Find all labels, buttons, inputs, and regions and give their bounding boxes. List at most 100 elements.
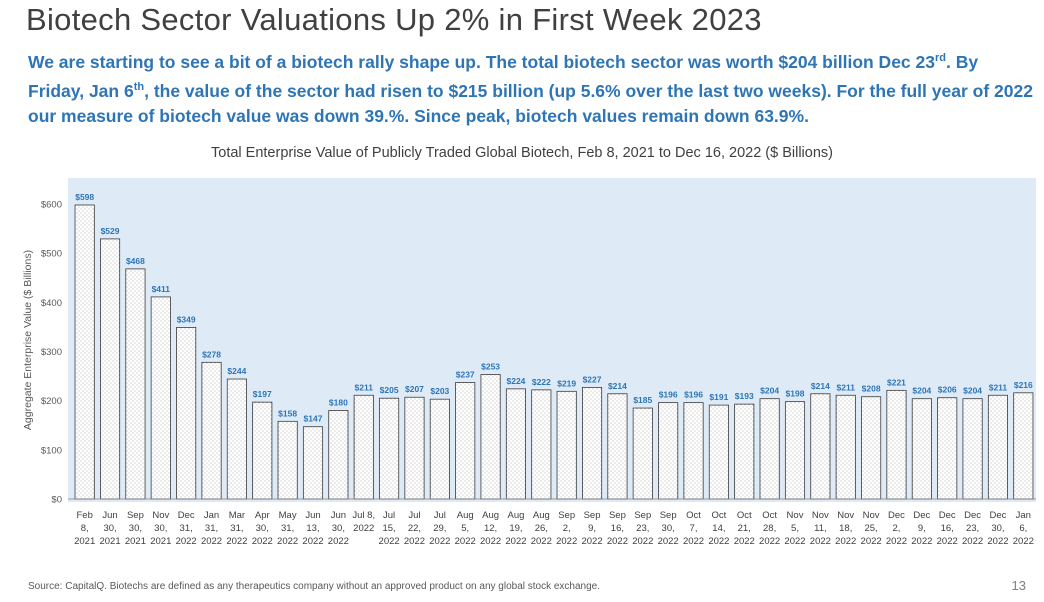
data-label: $224: [506, 376, 525, 386]
x-tick-label: Mar: [229, 510, 245, 521]
data-label: $211: [989, 382, 1008, 392]
bar: [74, 204, 95, 500]
bar: [911, 398, 932, 500]
x-tick-label: 30,: [662, 523, 675, 534]
subtitle-sup-2: th: [133, 80, 145, 93]
bar: [759, 398, 780, 500]
x-tick-label: Jul: [434, 510, 446, 521]
bar: [861, 396, 882, 500]
subtitle-text-1: We are starting to see a bit of a biotec…: [28, 51, 935, 72]
y-tick-label: $600: [41, 200, 62, 211]
x-tick-label: 2022: [937, 536, 958, 547]
data-label: $211: [355, 382, 374, 392]
x-tick-label: 2021: [125, 536, 146, 547]
x-tick-label: Nov: [837, 510, 854, 521]
bar: [582, 386, 603, 500]
bar: [531, 389, 552, 500]
data-label: $205: [380, 385, 399, 395]
x-tick-label: 2022: [404, 536, 425, 547]
x-tick-label: 2022: [911, 536, 932, 547]
x-tick-label: 2022: [252, 536, 273, 547]
bar: [125, 268, 146, 500]
x-tick-label: 2022: [226, 536, 247, 547]
bar: [607, 393, 628, 500]
x-tick-label: 2022: [201, 536, 222, 547]
data-label: $198: [786, 389, 805, 399]
data-label: $206: [938, 385, 957, 395]
x-tick-label: 12,: [484, 523, 497, 534]
x-tick-label: Dec: [178, 510, 195, 521]
data-label: $278: [202, 349, 221, 359]
x-tick-label: 6,: [1019, 523, 1027, 534]
x-tick-label: 2022: [1013, 536, 1034, 547]
x-tick-label: Nov: [787, 510, 804, 521]
data-label: $222: [532, 377, 551, 387]
x-tick-label: Oct: [737, 510, 752, 521]
data-label: $147: [304, 414, 323, 424]
x-tick-label: 8,: [81, 523, 89, 534]
data-label: $349: [177, 314, 196, 324]
bar: [150, 296, 171, 500]
bar: [658, 402, 679, 500]
x-tick-label: 31,: [180, 523, 193, 534]
x-tick-label: 31,: [281, 523, 294, 534]
data-label: $221: [887, 377, 906, 387]
x-tick-label: Jun: [305, 510, 320, 521]
x-tick-label: Jul: [408, 510, 420, 521]
x-tick-label: 2022: [861, 536, 882, 547]
chart-title: Total Enterprise Value of Publicly Trade…: [211, 145, 833, 161]
page-number: 13: [1011, 578, 1026, 593]
x-tick-label: Aug: [457, 510, 474, 521]
bar: [937, 397, 958, 500]
bar: [810, 393, 831, 500]
x-tick-label: 2,: [893, 523, 901, 534]
x-tick-label: Sep: [584, 510, 601, 521]
x-tick-label: Dec: [913, 510, 930, 521]
x-tick-label: 2022: [962, 536, 983, 547]
x-tick-label: Aug: [507, 510, 524, 521]
slide-title: Biotech Sector Valuations Up 2% in First…: [26, 2, 762, 37]
source-note: Source: CapitalQ. Biotechs are defined a…: [28, 581, 601, 592]
data-label: $237: [456, 369, 475, 379]
x-tick-label: Nov: [812, 510, 829, 521]
x-tick-label: 2,: [563, 523, 571, 534]
data-label: $203: [430, 386, 449, 396]
bar: [683, 402, 704, 500]
x-tick-label: 2022: [658, 536, 679, 547]
subtitle-sup-1: rd: [935, 52, 946, 64]
slide-subtitle: We are starting to see a bit of a biotec…: [28, 46, 1033, 129]
x-tick-label: 11,: [814, 523, 827, 534]
bar: [252, 401, 273, 500]
x-tick-label: 2022: [531, 536, 552, 547]
x-tick-label: 2022: [480, 536, 501, 547]
x-tick-label: 15,: [382, 523, 395, 534]
y-axis-label: Aggregate Enterprise Value ($ Billions): [22, 250, 34, 430]
x-tick-label: 14,: [712, 523, 725, 534]
subtitle-text-2: . By Friday, Jan 6: [28, 51, 979, 101]
x-tick-label: Sep: [127, 510, 144, 521]
x-tick-label: 25,: [864, 523, 877, 534]
x-tick-label: 5,: [791, 523, 799, 534]
data-label: $193: [735, 391, 754, 401]
data-label: $196: [659, 390, 678, 400]
bar: [556, 390, 577, 500]
bar: [734, 403, 755, 500]
x-tick-label: 13,: [306, 523, 319, 534]
y-tick-label: $0: [51, 495, 62, 506]
x-tick-label: 2022: [708, 536, 729, 547]
x-tick-label: 2022: [455, 536, 476, 547]
bar: [176, 327, 197, 500]
x-tick-label: Oct: [686, 510, 701, 521]
data-label: $468: [126, 256, 145, 266]
data-label: $529: [101, 226, 120, 236]
x-tick-label: Dec: [964, 510, 981, 521]
x-tick-label: 28,: [763, 523, 776, 534]
x-tick-label: Aug: [482, 510, 499, 521]
data-label: $204: [912, 386, 931, 396]
x-tick-label: 2022: [353, 523, 374, 534]
x-tick-label: 30,: [991, 523, 1004, 534]
x-tick-label: 31,: [230, 523, 243, 534]
data-label: $204: [760, 386, 779, 396]
x-tick-label: 2022: [886, 536, 907, 547]
